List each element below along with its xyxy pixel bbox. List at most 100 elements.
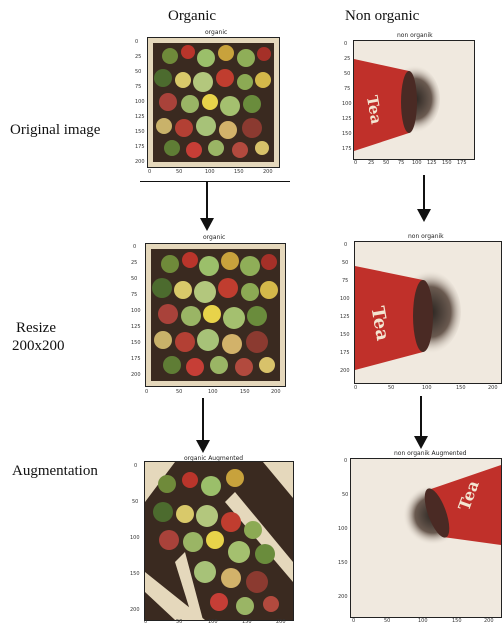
tick-label: 150 xyxy=(131,340,141,346)
organic-image xyxy=(145,243,286,387)
tick-label: 150 xyxy=(130,571,140,577)
tick-label: 200 xyxy=(271,389,281,395)
tick-label: 150 xyxy=(442,160,452,166)
tick-label: 150 xyxy=(456,385,466,391)
organic-waste-picture xyxy=(148,38,279,167)
tick-label: 100 xyxy=(135,99,145,105)
tick-label: 150 xyxy=(338,560,348,566)
can-label-text: Tea xyxy=(363,94,386,126)
tick-label: 200 xyxy=(340,368,350,374)
tick-label: 200 xyxy=(484,618,494,624)
row-label-augmentation: Augmentation xyxy=(12,463,98,479)
tick-label: 75 xyxy=(344,86,351,92)
tick-label: 175 xyxy=(457,160,467,166)
tick-label: 25 xyxy=(368,160,375,166)
tick-label: 150 xyxy=(234,169,244,175)
tick-label: 200 xyxy=(276,619,286,625)
tick-label: 0 xyxy=(352,618,356,624)
tick-label: 175 xyxy=(340,350,350,356)
column-header-organic: Organic xyxy=(168,8,217,24)
panel-title: non organik Augmented xyxy=(394,450,467,457)
tick-label: 150 xyxy=(135,129,145,135)
panel-non-organic-original: non organik Tea 0 25 50 75 100 125 150 1… xyxy=(342,32,477,172)
panel-title: organic xyxy=(205,29,228,36)
tick-label: 100 xyxy=(131,308,141,314)
tick-label: 125 xyxy=(342,116,352,122)
tick-label: 150 xyxy=(240,389,250,395)
tick-label: 125 xyxy=(135,114,145,120)
tick-label: 75 xyxy=(131,292,138,298)
tick-label: 50 xyxy=(342,492,349,498)
arrow-non-organic-1 xyxy=(417,175,431,222)
tick-label: 50 xyxy=(383,160,390,166)
tick-label: 125 xyxy=(340,314,350,320)
can-augmented-picture: Tea xyxy=(351,459,501,617)
tick-label: 100 xyxy=(338,526,348,532)
tick-label: 100 xyxy=(418,618,428,624)
tick-label: 0 xyxy=(148,169,152,175)
tick-label: 200 xyxy=(131,372,141,378)
tick-label: 125 xyxy=(427,160,437,166)
tick-label: 100 xyxy=(208,619,218,625)
tick-label: 0 xyxy=(354,385,358,391)
organic-image xyxy=(147,37,280,168)
tick-label: 50 xyxy=(176,169,183,175)
panel-organic-resize: organic 0 25 50 75 100 125 150 175 xyxy=(131,234,286,399)
tick-label: 100 xyxy=(205,169,215,175)
tick-label: 75 xyxy=(135,84,142,90)
tick-label: 75 xyxy=(342,278,349,284)
tick-label: 150 xyxy=(242,619,252,625)
panel-title: non organik xyxy=(397,32,433,39)
panel-non-organic-resize: non organik Tea 0 50 75 100 125 150 175 … xyxy=(340,230,502,395)
tick-label: 150 xyxy=(340,332,350,338)
tick-label: 0 xyxy=(354,160,358,166)
tick-label: 200 xyxy=(135,159,145,165)
tick-label: 50 xyxy=(176,619,183,625)
tick-label: 200 xyxy=(263,169,273,175)
tick-label: 175 xyxy=(342,146,352,152)
tick-label: 50 xyxy=(388,385,395,391)
panel-title: organic Augmented xyxy=(184,455,244,462)
tick-label: 50 xyxy=(131,276,138,282)
tick-label: 175 xyxy=(131,356,141,362)
tick-label: 0 xyxy=(133,244,137,250)
tick-label: 100 xyxy=(130,535,140,541)
column-header-non-organic: Non organic xyxy=(345,8,420,24)
tick-label: 75 xyxy=(398,160,405,166)
tick-label: 50 xyxy=(342,260,349,266)
tick-label: 175 xyxy=(135,144,145,150)
tick-label: 0 xyxy=(344,41,348,47)
tick-label: 25 xyxy=(131,260,138,266)
tick-label: 200 xyxy=(130,607,140,613)
tick-label: 100 xyxy=(422,385,432,391)
tick-label: 50 xyxy=(384,618,391,624)
arrow-organic-2 xyxy=(196,398,210,453)
tick-label: 100 xyxy=(342,101,352,107)
arrow-organic-1 xyxy=(200,182,214,231)
row-label-resize: Resize xyxy=(16,320,56,336)
tick-label: 25 xyxy=(135,54,142,60)
can-picture: Tea xyxy=(355,242,501,383)
tick-label: 0 xyxy=(344,458,348,464)
tick-label: 100 xyxy=(340,296,350,302)
can-augmented-image: Tea xyxy=(350,458,502,618)
tick-label: 50 xyxy=(132,499,139,505)
tick-label: 0 xyxy=(135,39,139,45)
tick-label: 0 xyxy=(144,619,148,625)
tick-label: 100 xyxy=(412,160,422,166)
panel-organic-augmented: organic Augmented 0 50 100 150 200 0 xyxy=(126,455,296,625)
tick-label: 100 xyxy=(208,389,218,395)
row-label-resize-size: 200x200 xyxy=(12,338,65,354)
panel-title: non organik xyxy=(408,233,444,240)
tick-label: 150 xyxy=(452,618,462,624)
tick-label: 200 xyxy=(338,594,348,600)
panel-organic-original: organic 0 25 50 xyxy=(135,28,285,183)
underline xyxy=(140,181,290,182)
produce-cluster xyxy=(154,45,271,158)
panel-title: organic xyxy=(203,234,226,241)
tick-label: 0 xyxy=(134,463,138,469)
tick-label: 125 xyxy=(131,324,141,330)
can-picture: Tea xyxy=(354,41,474,159)
tick-label: 50 xyxy=(135,69,142,75)
tick-label: 200 xyxy=(488,385,498,391)
